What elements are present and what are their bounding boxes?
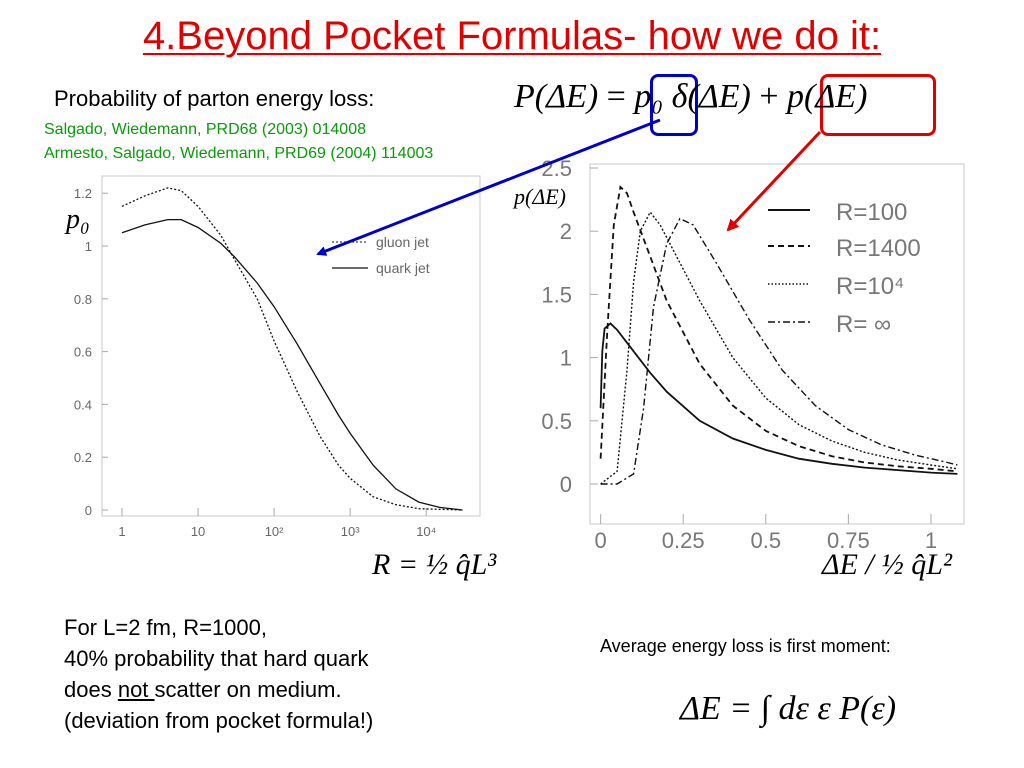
left-xtick-label: 10² bbox=[265, 524, 284, 539]
note-text: For L=2 fm, R=1000, 40% probability that… bbox=[64, 612, 373, 736]
right-ytick-label: 0.5 bbox=[541, 409, 572, 434]
right-series-2 bbox=[600, 210, 958, 485]
left-ytick-label: 0.8 bbox=[74, 292, 92, 307]
pdE-highlight-box bbox=[820, 74, 936, 136]
right-ytick-label: 0 bbox=[560, 472, 572, 497]
eq-pdE: p(ΔE) bbox=[787, 78, 868, 115]
reference-2: Armesto, Salgado, Wiedemann, PRD69 (2004… bbox=[44, 145, 434, 162]
red-arrow bbox=[726, 130, 822, 232]
legend-label-rinf: R= ∞ bbox=[836, 311, 891, 338]
subtitle: Probability of parton energy loss: bbox=[54, 86, 375, 111]
right-ytick-label: 2 bbox=[560, 219, 572, 244]
left-x-formula: R = ½ q̂L³ bbox=[372, 548, 497, 581]
eq-plus: + bbox=[759, 78, 779, 115]
legend-label-quark: quark jet bbox=[376, 260, 430, 276]
note-line-2: 40% probability that hard quark bbox=[64, 646, 369, 671]
eq-lhs: P(ΔE) bbox=[514, 78, 599, 115]
chart-right-frame bbox=[589, 163, 965, 525]
slide-title: 4.Beyond Pocket Formulas- how we do it: bbox=[142, 14, 882, 58]
reference-1: Salgado, Wiedemann, PRD68 (2003) 014008 bbox=[44, 121, 366, 138]
left-ytick-label: 0.6 bbox=[74, 345, 92, 360]
p0-highlight-box bbox=[650, 74, 698, 136]
note-line-3: does not scatter on medium. bbox=[64, 674, 373, 705]
right-y-symbol: p(ΔE) bbox=[512, 184, 569, 210]
right-xtick-label: 0.5 bbox=[750, 528, 781, 553]
right-xtick-label: 0.25 bbox=[662, 528, 705, 553]
right-xtick-label: 1 bbox=[925, 528, 937, 553]
note-line-4: (deviation from pocket formula!) bbox=[64, 708, 374, 733]
avg-formula: ΔE = ∫ dε ε P(ε) bbox=[680, 690, 897, 727]
left-ytick-label: 0 bbox=[85, 503, 92, 518]
right-ytick-label: 1 bbox=[560, 346, 572, 371]
right-xtick-label: 0.75 bbox=[827, 528, 870, 553]
left-ytick-label: 1.2 bbox=[74, 186, 92, 201]
main-equation: P(ΔE) = p₀ δ(ΔE) + p(ΔE) bbox=[514, 78, 867, 116]
left-series-quark-jet bbox=[121, 218, 463, 511]
note-line-3b: scatter on medium. bbox=[154, 677, 342, 702]
left-ytick-label: 1 bbox=[85, 239, 92, 254]
left-y-symbol: p₀ bbox=[66, 204, 90, 235]
left-ytick-label: 0.4 bbox=[74, 397, 92, 412]
chart-left-frame bbox=[101, 175, 481, 517]
legend-label-r1400: R=1400 bbox=[836, 235, 921, 262]
avg-text: Average energy loss is first moment: bbox=[600, 636, 891, 656]
blue-arrow bbox=[316, 118, 661, 256]
left-xtick-label: 10⁴ bbox=[416, 524, 436, 539]
note-line-1: For L=2 fm, R=1000, bbox=[64, 615, 267, 640]
legend-label-r100: R=100 bbox=[836, 199, 907, 226]
eq-delta-term: δ(ΔE) bbox=[671, 78, 751, 115]
legend-label-gluon: gluon jet bbox=[376, 234, 429, 250]
right-series-3 bbox=[600, 217, 958, 485]
right-x-formula: ΔE / ½ q̂L² bbox=[822, 548, 952, 581]
right-ytick-label: 1.5 bbox=[541, 282, 572, 307]
left-ytick-label: 0.2 bbox=[74, 450, 92, 465]
right-series-1 bbox=[599, 185, 958, 473]
right-xtick-label: 0 bbox=[594, 528, 606, 553]
chart-right: 00.511.522.5 0 0.25 0.5 0.75 1 R=100 R=1400 … bbox=[541, 156, 965, 553]
left-xtick-label: 10³ bbox=[341, 524, 360, 539]
note-underlined-not: not bbox=[117, 677, 155, 702]
eq-equals: = bbox=[606, 78, 626, 115]
legend-label-r1e4: R=10⁴ bbox=[836, 273, 904, 300]
left-xtick-label: 1 bbox=[118, 524, 125, 539]
note-line-3a: does bbox=[64, 677, 118, 702]
left-xtick-label: 10 bbox=[191, 524, 205, 539]
chart-left: 0 0.2 0.4 0.6 0.8 1 1.2 1 10 10² 10³ 10⁴ gluon jet… bbox=[74, 175, 481, 539]
left-series-gluon-jet bbox=[121, 187, 463, 511]
eq-p0: p₀ bbox=[634, 78, 664, 115]
